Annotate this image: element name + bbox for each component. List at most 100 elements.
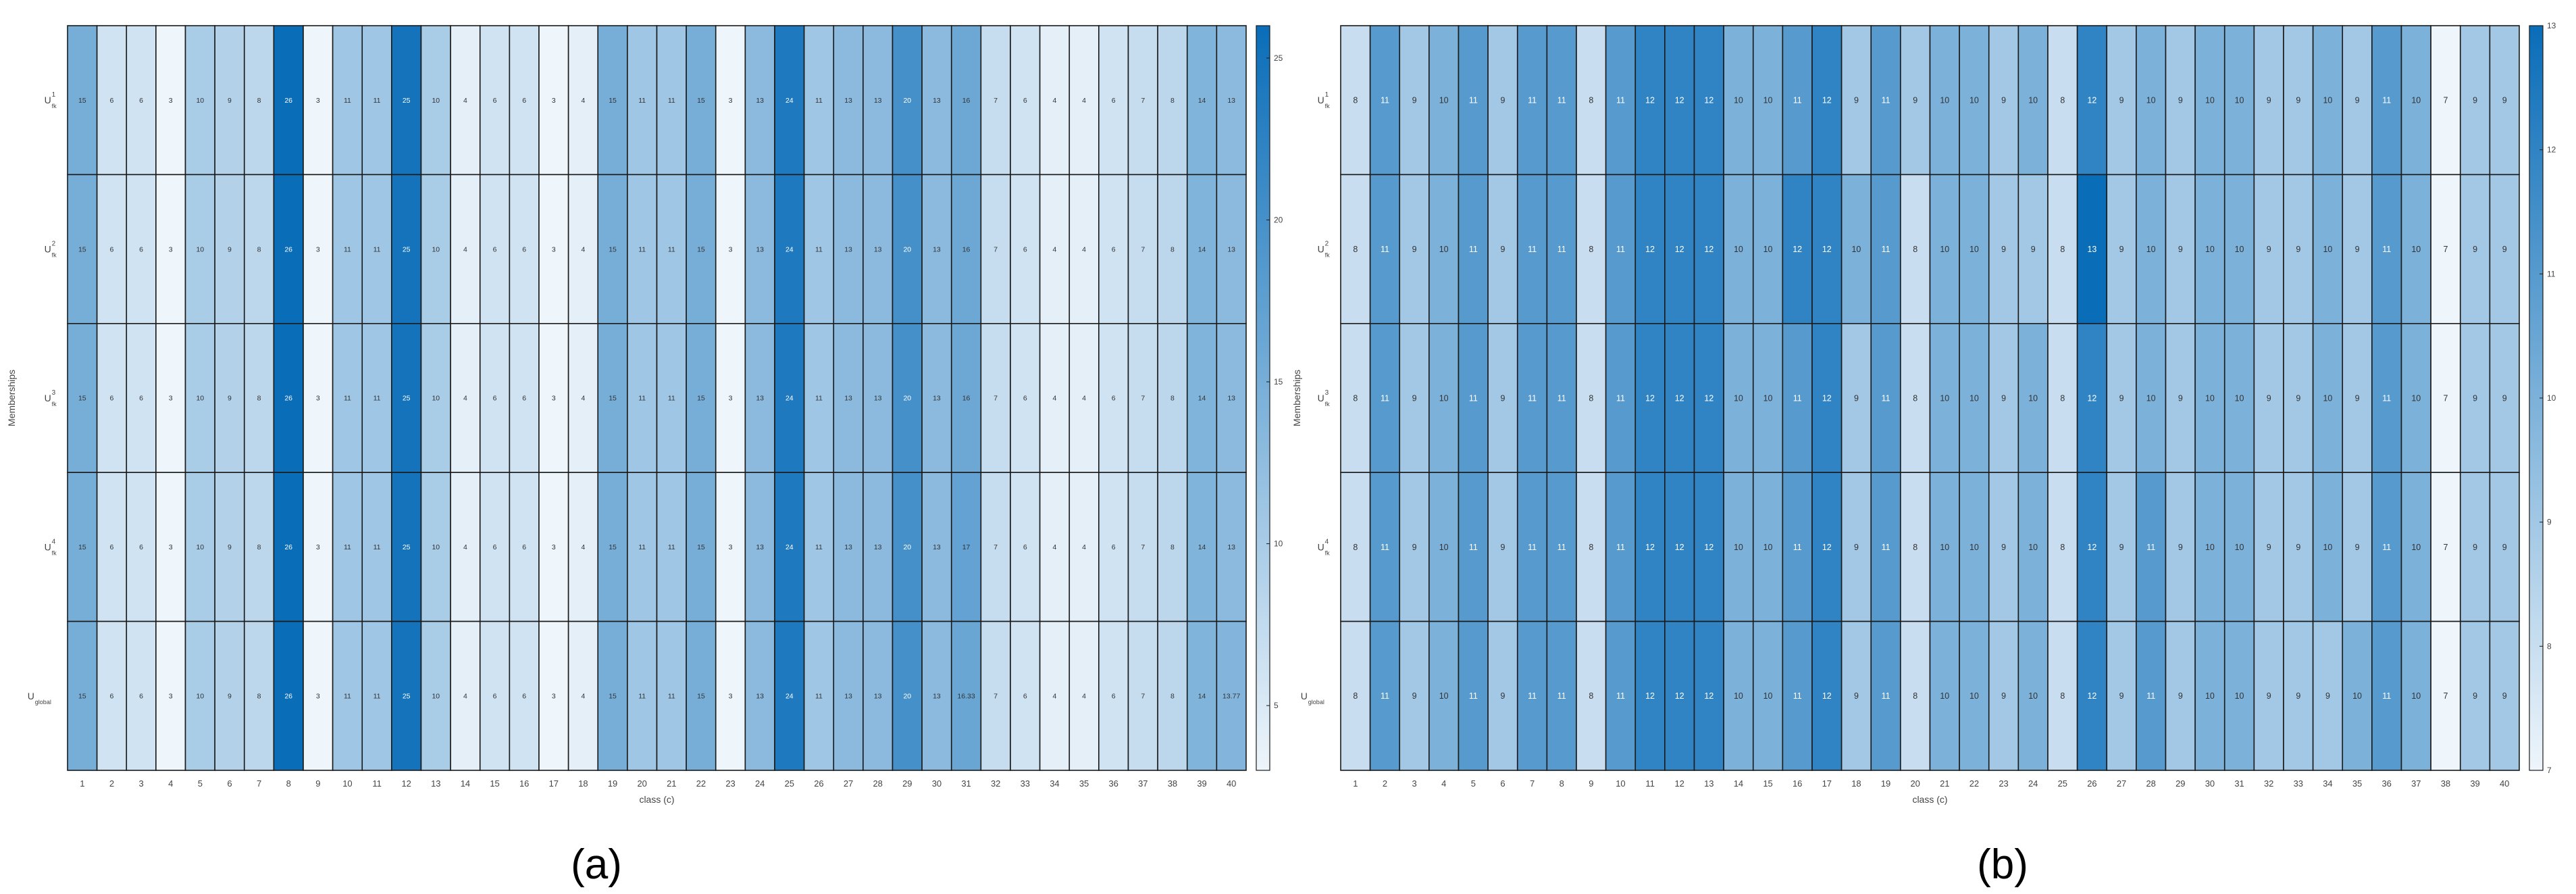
cell-value-label: 13 (844, 97, 852, 105)
x-tick-label: 36 (1108, 778, 1118, 789)
cell-value-label: 4 (1053, 692, 1057, 700)
cell-value-label: 9 (2502, 393, 2507, 403)
colorbar-tick-label: 15 (1274, 377, 1283, 387)
cell-value-label: 26 (284, 395, 292, 403)
cell-value-label: 8 (2060, 691, 2065, 701)
x-tick-label: 30 (2205, 778, 2215, 789)
cell-value-label: 3 (729, 245, 733, 253)
cell-value-label: 11 (1616, 393, 1625, 403)
x-tick-label: 17 (1822, 778, 1832, 789)
heatmap-cell (803, 472, 835, 622)
x-tick-label: 38 (1168, 778, 1177, 789)
heatmap-cell (1576, 472, 1607, 622)
heatmap-cell (2253, 322, 2284, 473)
heatmap-cell (2223, 472, 2255, 622)
row-label-subscript: fk (52, 252, 57, 259)
cell-value-label: 10 (2411, 691, 2421, 701)
cell-value-label: 8 (2060, 245, 2065, 254)
cell-value-label: 13 (756, 395, 764, 403)
cell-value-label: 6 (110, 97, 114, 105)
cell-value-label: 6 (493, 245, 497, 253)
cell-value-label: 8 (1913, 691, 1917, 701)
cell-value-label: 11 (1469, 393, 1478, 403)
cell-value-label: 16.33 (957, 692, 975, 700)
heatmap-cell (1340, 620, 1371, 771)
heatmap-cell (833, 472, 864, 622)
heatmap-cell (2076, 322, 2108, 473)
heatmap-cell (361, 174, 392, 324)
heatmap-cell (803, 620, 835, 771)
cell-value-label: 20 (903, 395, 911, 403)
cell-value-label: 3 (316, 692, 320, 700)
cell-value-label: 6 (110, 543, 114, 551)
heatmap-cell (1929, 322, 1960, 473)
cell-value-label: 11 (1882, 393, 1890, 403)
cell-value-label: 10 (2235, 393, 2244, 403)
heatmap-cell (243, 472, 275, 622)
heatmap-cell (1516, 620, 1548, 771)
cell-value-label: 13 (1227, 395, 1235, 403)
heatmap-cell (2312, 322, 2344, 473)
heatmap-cell (1605, 620, 1637, 771)
heatmap-cell (1369, 620, 1401, 771)
cell-value-label: 8 (1353, 393, 1358, 403)
heatmap-cell (1664, 25, 1695, 176)
heatmap-panel-b: 8 11 9 10 11 9 11 11 8 11 12 12 12 10 10 11 12 9 11 9 10 10 9 1… (1291, 21, 2556, 805)
heatmap-cell (155, 620, 186, 771)
heatmap-cell (567, 472, 599, 622)
heatmap-cell (2489, 322, 2520, 473)
cell-value-label: 10 (1763, 96, 1773, 105)
heatmap-cell (1458, 174, 1489, 324)
cell-value-label: 4 (582, 395, 586, 403)
cell-value-label: 7 (994, 97, 998, 105)
cell-value-label: 15 (609, 692, 617, 700)
cell-value-label: 12 (1675, 543, 1684, 552)
cell-value-label: 10 (2028, 96, 2038, 105)
heatmap-cell (273, 620, 304, 771)
colorbar-tick-label: 9 (2547, 518, 2552, 527)
cell-value-label: 10 (2235, 245, 2244, 254)
heatmap-cell (2017, 174, 2049, 324)
cell-value-label: 11 (2382, 691, 2391, 701)
cell-value-label: 11 (668, 692, 675, 700)
heatmap-cell (1900, 472, 1931, 622)
heatmap-cell (361, 322, 392, 473)
x-tick-label: 29 (902, 778, 912, 789)
heatmap-cell (126, 620, 157, 771)
cell-value-label: 11 (815, 395, 823, 403)
cell-value-label: 9 (1500, 245, 1505, 254)
cell-value-label: 9 (1412, 543, 1417, 552)
cell-value-label: 3 (316, 97, 320, 105)
heatmap-cell (214, 174, 245, 324)
cell-value-label: 8 (2060, 96, 2065, 105)
heatmap-cell (450, 25, 481, 176)
cell-value-label: 8 (1589, 691, 1593, 701)
cell-value-label: 10 (2205, 96, 2215, 105)
cell-value-label: 11 (1616, 245, 1625, 254)
cell-value-label: 15 (697, 245, 705, 253)
heatmap-cell (2400, 472, 2431, 622)
heatmap-cell (1039, 174, 1071, 324)
cell-value-label: 7 (2443, 393, 2448, 403)
cell-value-label: 9 (2001, 393, 2006, 403)
cell-value-label: 9 (1412, 96, 1417, 105)
cell-value-label: 26 (284, 543, 292, 551)
cell-value-label: 8 (257, 395, 261, 403)
cell-value-label: 13 (874, 543, 882, 551)
heatmap-cell (273, 322, 304, 473)
cell-value-label: 7 (1141, 692, 1145, 700)
heatmap-cell (1811, 25, 1843, 176)
heatmap-cell (1340, 322, 1371, 473)
heatmap-cell (2312, 174, 2344, 324)
x-tick-label: 8 (286, 778, 291, 789)
cell-value-label: 4 (463, 97, 467, 105)
cell-value-label: 9 (2355, 96, 2360, 105)
cell-value-label: 12 (1704, 393, 1714, 403)
row-label-subscript: global (35, 699, 51, 705)
cell-value-label: 11 (1793, 691, 1802, 701)
cell-value-label: 11 (373, 692, 381, 700)
cell-value-label: 11 (2382, 96, 2391, 105)
x-tick-label: 7 (257, 778, 261, 789)
cell-value-label: 13 (844, 543, 852, 551)
cell-value-label: 3 (729, 395, 733, 403)
